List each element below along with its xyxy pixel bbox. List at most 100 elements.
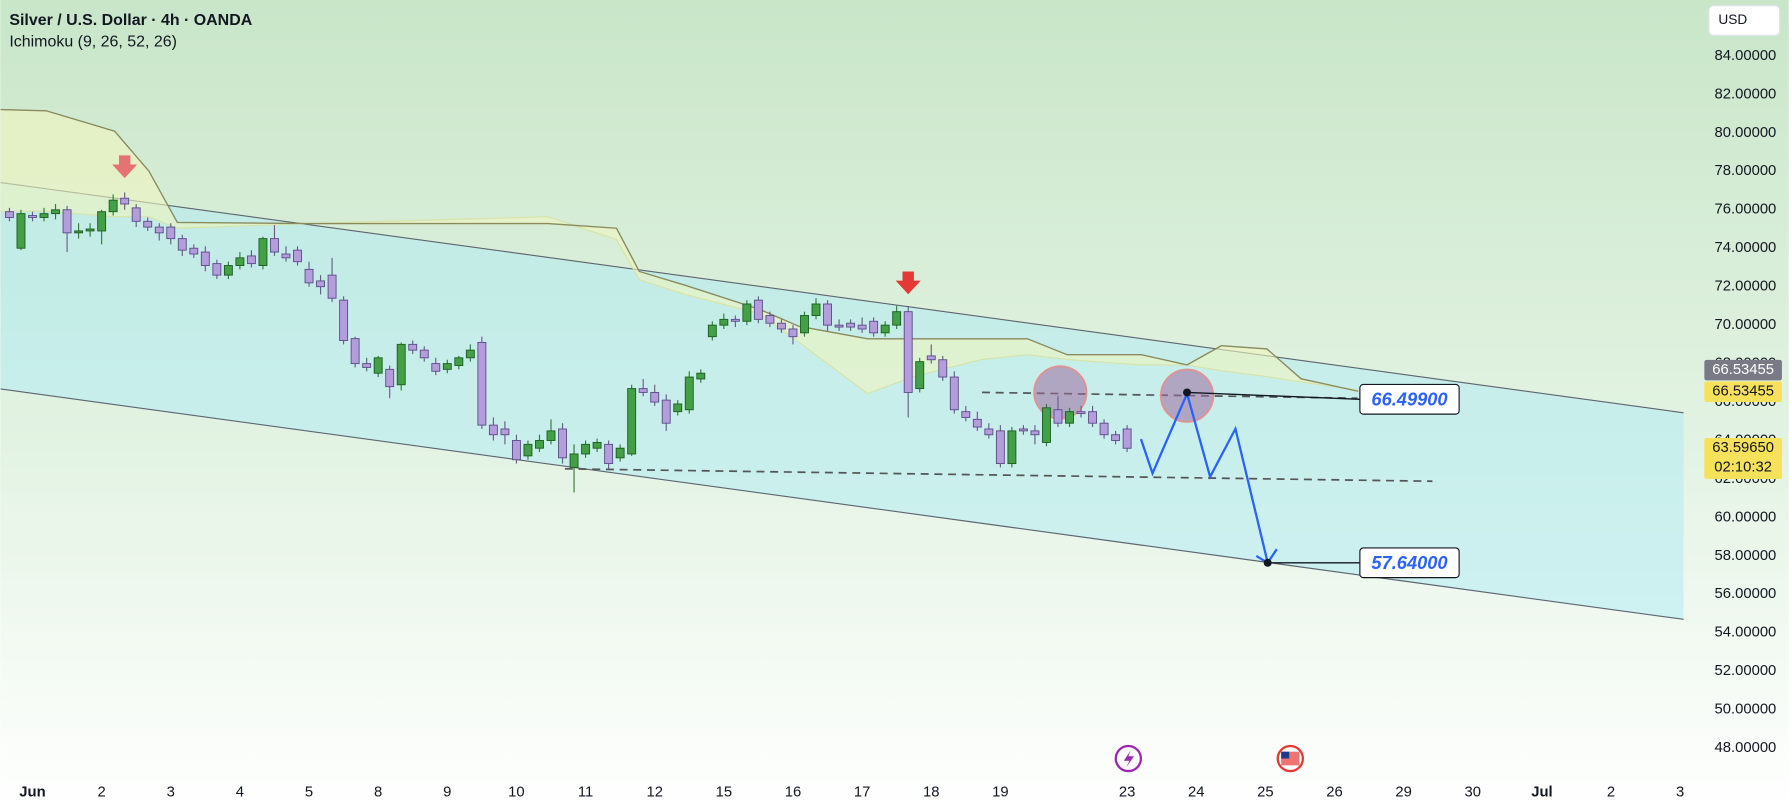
candle-body: [523, 443, 533, 457]
candle-body: [85, 228, 95, 232]
x-tick-label: 2: [1607, 785, 1615, 801]
candle-body: [1065, 411, 1074, 424]
y-tick-label: 52.00000: [1715, 663, 1777, 679]
price-label-box: [1704, 381, 1782, 403]
candle-body: [1007, 430, 1017, 465]
candle-body: [777, 322, 786, 330]
x-tick-label: 15: [716, 785, 732, 801]
y-tick-label: 48.00000: [1715, 740, 1777, 756]
price-label: 63.59650: [1712, 440, 1774, 456]
price-label: 66.53455: [1712, 384, 1774, 400]
candle-body: [707, 324, 717, 338]
candle-body: [442, 363, 452, 370]
candle-body: [465, 349, 475, 359]
candle-body: [811, 303, 821, 316]
cloud-span-a: [0, 210, 1359, 395]
price-label: 66.53455: [1712, 362, 1774, 378]
candle-body: [281, 253, 291, 259]
candle-body: [1076, 411, 1086, 415]
candle-body: [16, 213, 26, 249]
candle-body: [546, 430, 556, 441]
candle-body: [535, 440, 544, 449]
candle-body: [730, 318, 740, 322]
candle-body: [834, 324, 844, 328]
currency-label: USD: [1718, 12, 1747, 27]
candle-body: [223, 265, 233, 276]
x-tick-label: Jun: [19, 785, 45, 801]
candle-body: [362, 363, 372, 368]
candle-body: [511, 440, 521, 461]
y-tick-label: 84.00000: [1715, 48, 1777, 64]
cloud-fill: [0, 109, 1359, 394]
candle-body: [846, 322, 856, 328]
x-tick-label: 24: [1188, 785, 1204, 801]
candle-body: [120, 197, 130, 205]
candle-body: [638, 388, 648, 393]
y-tick-label: 72.00000: [1715, 279, 1777, 295]
y-tick-label: 80.00000: [1715, 125, 1777, 141]
currency-button[interactable]: [1708, 5, 1781, 36]
x-tick-label: 8: [374, 785, 382, 801]
x-tick-label: 9: [443, 785, 451, 801]
candle-body: [477, 341, 487, 426]
x-tick-label: 17: [854, 785, 870, 801]
projection-line: [1139, 390, 1269, 564]
y-tick-label: 76.00000: [1715, 202, 1777, 218]
candle-body: [108, 199, 118, 213]
x-tick-label: 30: [1465, 785, 1481, 801]
candle-body: [74, 230, 84, 234]
x-tick-label: 10: [508, 785, 524, 801]
candle-body: [39, 213, 49, 218]
support-line: [564, 467, 1433, 483]
x-tick-label: 3: [167, 785, 175, 801]
candle-body: [615, 447, 625, 459]
candle-body: [1122, 428, 1132, 449]
callout-label: 66.49900: [1371, 388, 1447, 409]
signal-arrow: [112, 155, 138, 179]
event-icon[interactable]: [1114, 744, 1143, 773]
candle-body: [304, 268, 314, 284]
y-tick-label: 60.00000: [1715, 509, 1777, 525]
candle-body: [684, 376, 694, 411]
signal-arrow: [895, 271, 921, 295]
candle-body: [500, 428, 510, 436]
x-tick-label: 11: [578, 785, 593, 801]
candle-body: [339, 299, 349, 341]
cloud-span-b: [0, 108, 1359, 392]
candle-body: [5, 211, 14, 218]
callout-point: [1263, 558, 1272, 567]
candle-body: [385, 368, 395, 388]
candle-body: [1018, 428, 1028, 432]
candle-body: [892, 311, 902, 326]
candle-body: [1042, 407, 1051, 443]
x-tick-label: Jul: [1531, 785, 1552, 801]
candle-body: [350, 338, 360, 365]
candle-body: [915, 361, 925, 390]
candle-body: [246, 255, 256, 265]
candle-body: [62, 209, 72, 234]
y-tick-label: 50.00000: [1715, 702, 1777, 718]
x-tick-label: 19: [992, 785, 1008, 801]
candle-body: [189, 247, 199, 255]
x-tick-label: 2: [98, 785, 106, 801]
y-tick-label: 82.00000: [1715, 86, 1777, 102]
candle-body: [154, 226, 164, 234]
callout-box: [1359, 547, 1460, 579]
callout-connector: [1187, 391, 1360, 400]
candle-body: [1088, 411, 1098, 424]
candle-body: [212, 263, 222, 276]
candle-body: [972, 418, 982, 428]
candle-body: [97, 211, 107, 232]
candle-body: [995, 430, 1005, 465]
candle-body: [235, 257, 245, 266]
candle-body: [961, 411, 971, 418]
candle-body: [742, 303, 752, 322]
candle-body: [869, 320, 879, 334]
candle-body: [131, 207, 141, 222]
candle-body: [788, 328, 798, 338]
channel-line: [0, 181, 1684, 414]
x-tick-label: 23: [1119, 785, 1135, 801]
flag-canton: [1281, 751, 1290, 759]
flag-icon[interactable]: [1276, 744, 1304, 773]
